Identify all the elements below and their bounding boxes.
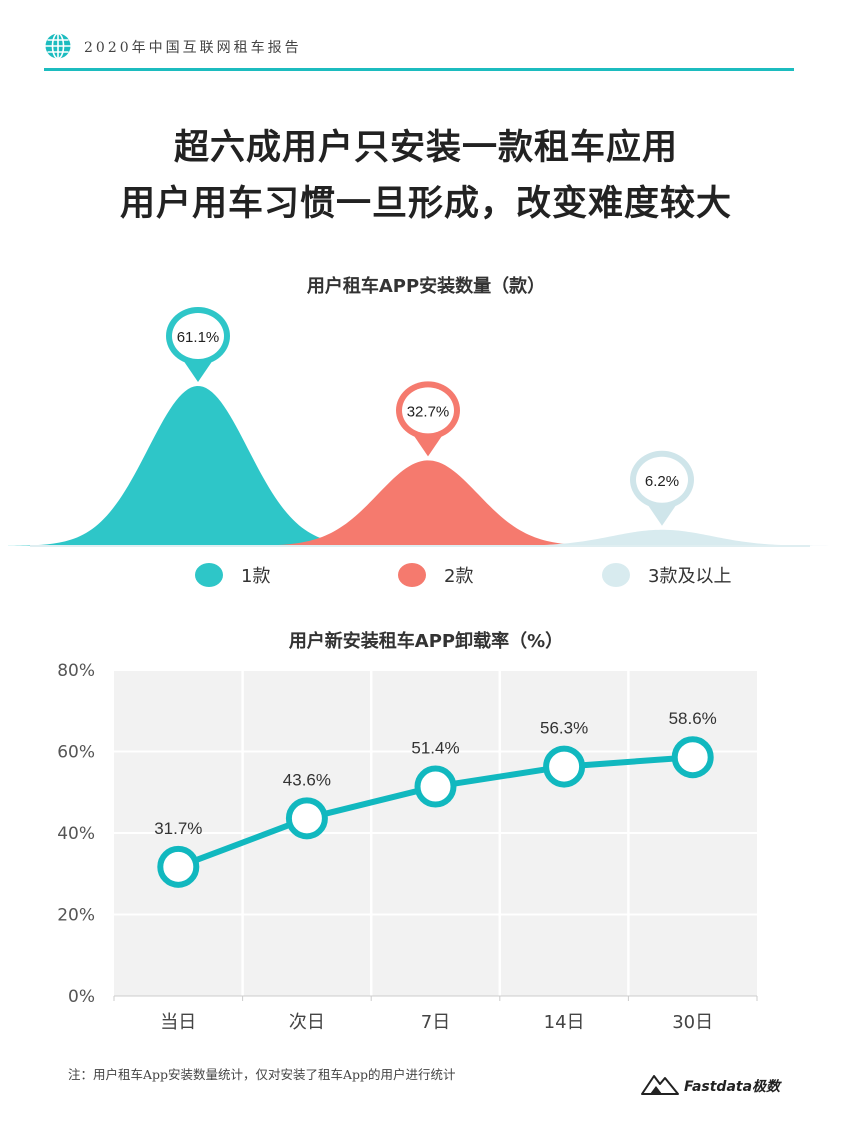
install-count-chart: 61.1% 32.7% 6.2% 1款 2款 3款及以上 <box>8 307 852 587</box>
pin-marker-2 <box>396 381 460 457</box>
data-point-3 <box>414 765 457 808</box>
data-point-4 <box>543 745 586 788</box>
footnote: 注：用户租车App安装数量统计，仅对安装了租车App的用户进行统计 <box>68 1067 456 1082</box>
legend-label-2: 2款 <box>444 566 473 587</box>
value-label-1: 61.1% <box>177 329 220 346</box>
pin-marker-3 <box>630 450 694 526</box>
mountain-logo-icon <box>641 1075 679 1095</box>
value-label-3: 6.2% <box>645 473 679 490</box>
y-tick-label: 60% <box>57 743 95 763</box>
curve-3 <box>472 529 852 546</box>
value-label-2: 32.7% <box>407 403 450 420</box>
x-tick-label: 30日 <box>672 1012 713 1033</box>
data-label-2: 43.6% <box>283 770 331 789</box>
headline-line-1: 超六成用户只安装一款租车应用 <box>173 128 678 168</box>
data-point-1 <box>157 845 200 888</box>
legend-swatch-3 <box>602 563 630 587</box>
x-tick-label: 当日 <box>160 1012 196 1033</box>
curve-2 <box>238 460 618 546</box>
brand-logo: Fastdata极数 <box>640 1068 810 1102</box>
data-label-4: 56.3% <box>540 719 588 738</box>
y-tick-label: 0% <box>68 987 95 1007</box>
data-point-5 <box>671 736 714 779</box>
uninstall-chart-title: 用户新安装租车APP卸载率（%） <box>288 631 564 652</box>
data-point-2 <box>285 797 328 840</box>
y-tick-label: 40% <box>57 824 95 844</box>
globe-icon <box>45 32 71 60</box>
data-label-5: 58.6% <box>669 709 717 728</box>
legend-swatch-1 <box>195 563 223 587</box>
report-header: 2020年中国互联网租车报告 <box>44 32 794 62</box>
y-tick-label: 80% <box>57 661 95 681</box>
legend-swatch-2 <box>398 563 426 587</box>
uninstall-rate-chart: 0% 20% 40% 60% 80% 当日 次日 7日 14日 30日 31.7% 43.6% 51.4… <box>57 661 758 1033</box>
legend-label-1: 1款 <box>241 566 270 587</box>
legend-label-3: 3款及以上 <box>648 566 731 587</box>
install-chart-title: 用户租车APP安装数量（款） <box>306 276 546 297</box>
report-title: 2020年中国互联网租车报告 <box>84 40 302 56</box>
x-tick-label: 7日 <box>421 1012 450 1033</box>
header-divider <box>44 68 794 71</box>
x-tick-label: 次日 <box>289 1012 325 1033</box>
data-label-3: 51.4% <box>411 739 459 758</box>
pin-marker-1 <box>166 307 230 382</box>
headline-line-2: 用户用车习惯一旦形成，改变难度较大 <box>119 184 732 224</box>
x-tick-label: 14日 <box>544 1012 585 1033</box>
brand-name: Fastdata极数 <box>684 1079 781 1095</box>
y-tick-label: 20% <box>57 906 95 926</box>
data-label-1: 31.7% <box>154 819 202 838</box>
curve-1 <box>8 386 388 546</box>
